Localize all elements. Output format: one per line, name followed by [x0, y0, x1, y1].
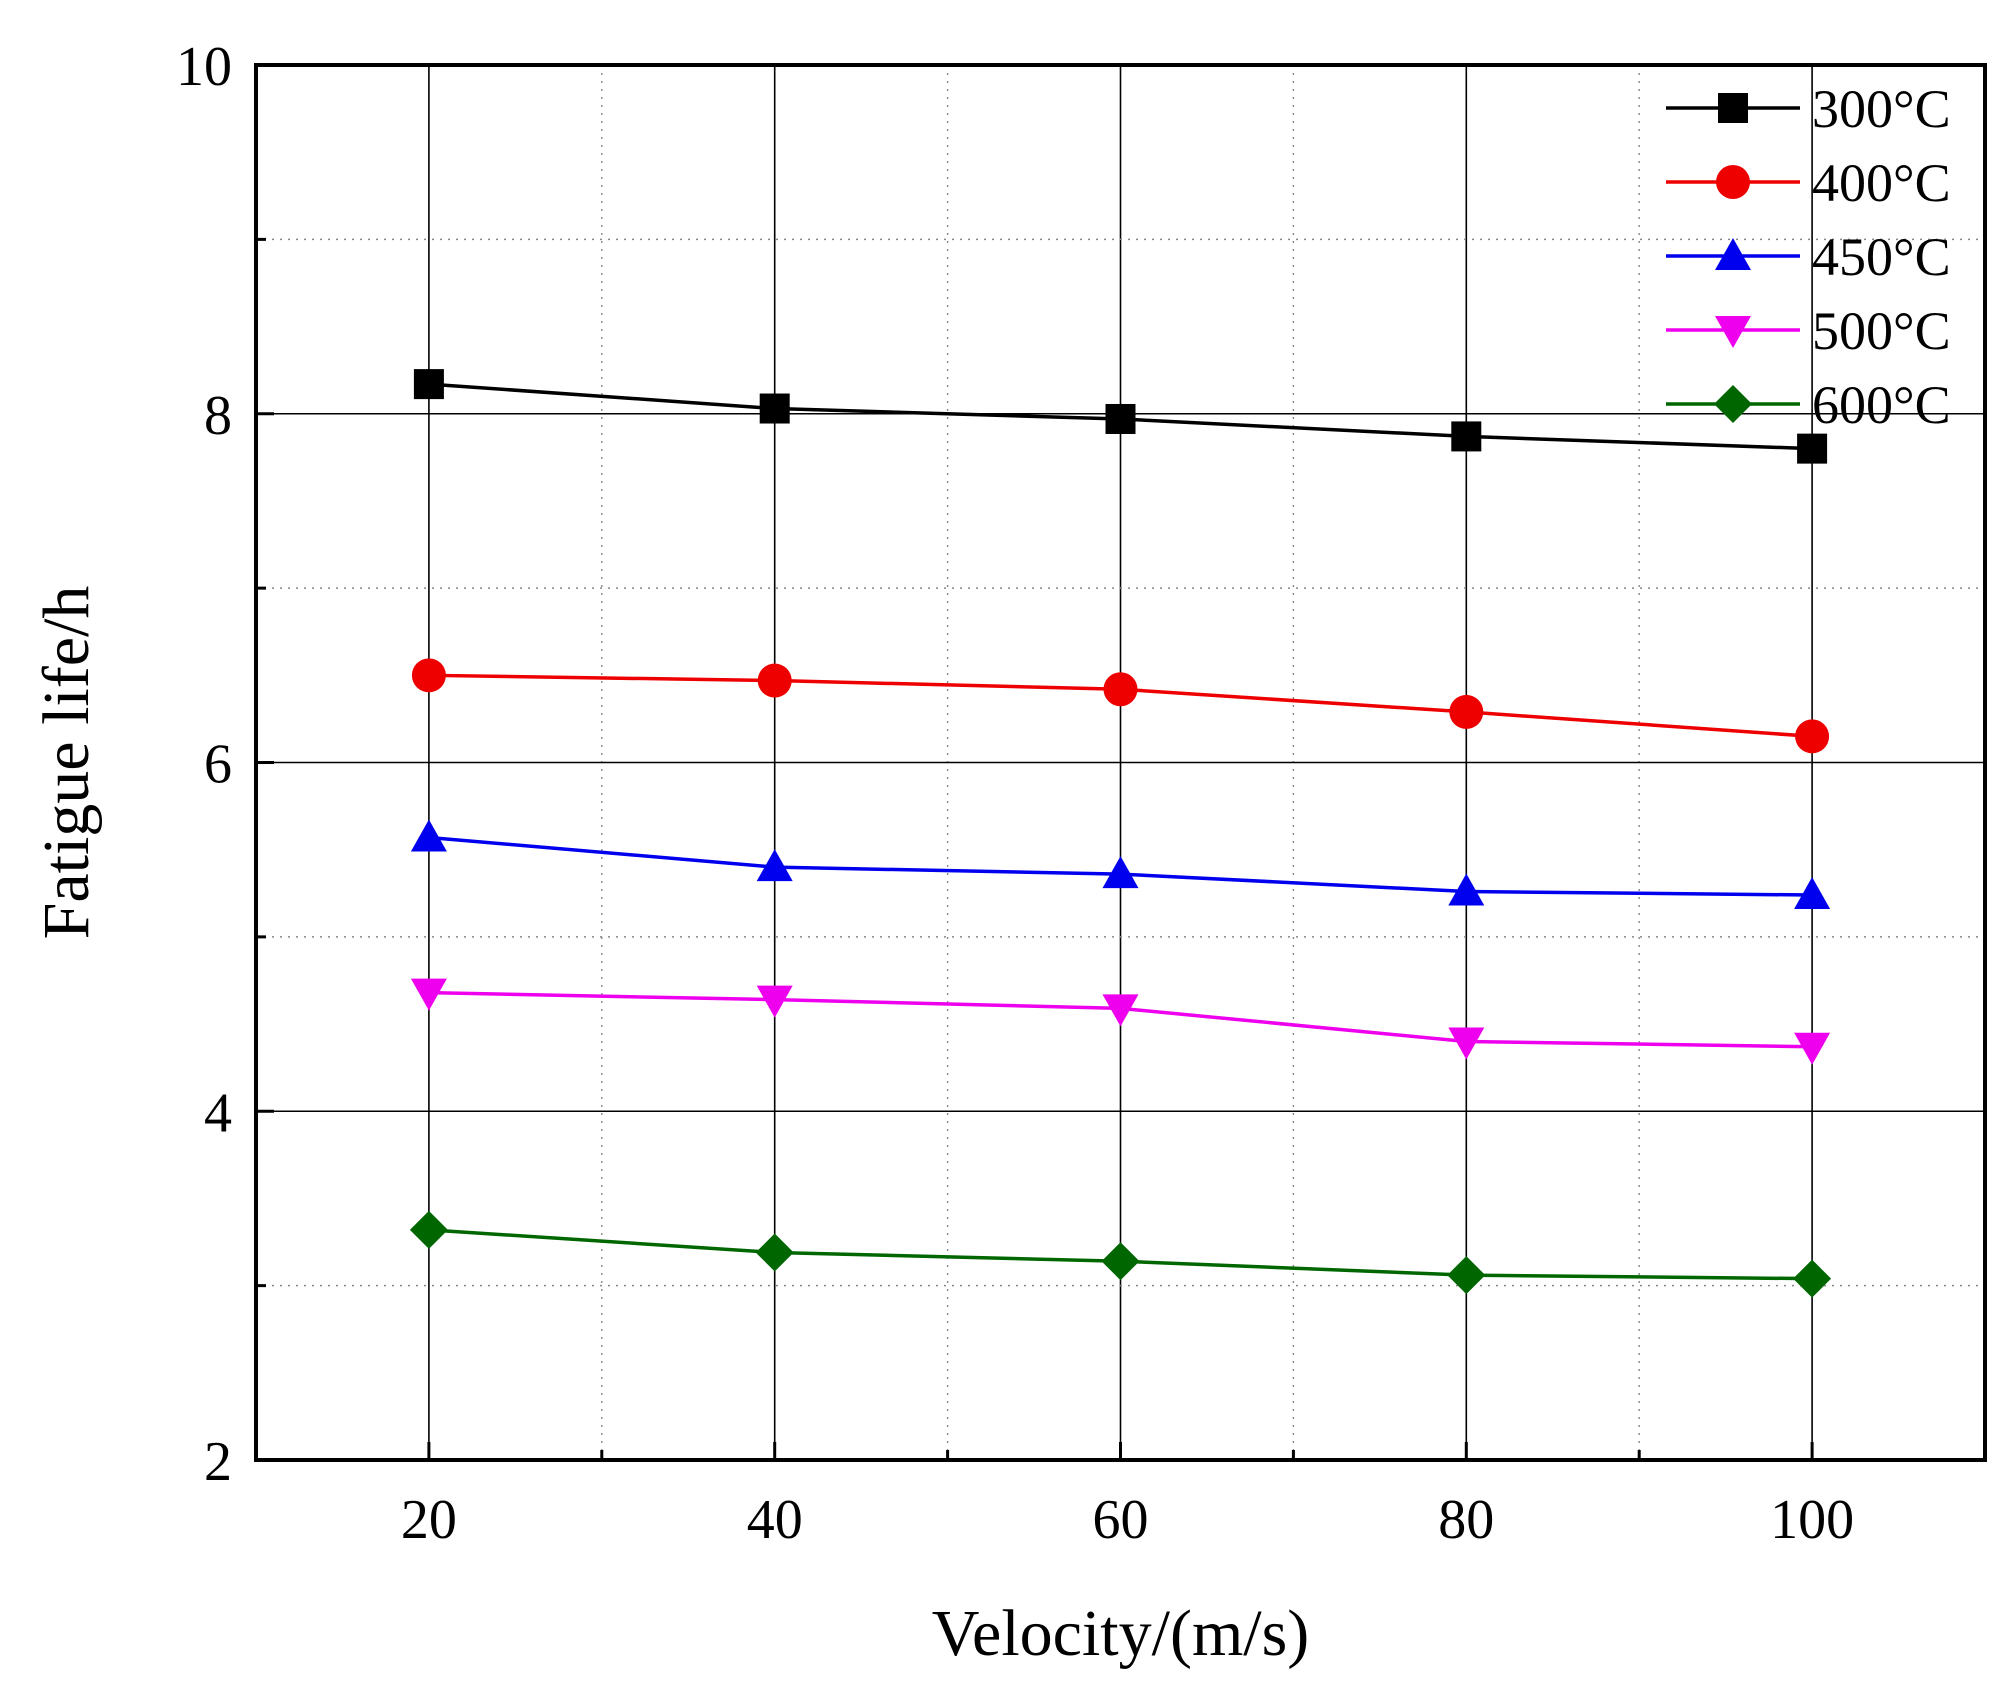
- data-point: [410, 819, 447, 852]
- x-tick-label: 40: [747, 1489, 803, 1551]
- data-point: [1103, 672, 1138, 707]
- legend-label: 400°C: [1812, 153, 1951, 213]
- x-tick-label: 20: [401, 1489, 457, 1551]
- x-tick-label: 60: [1093, 1489, 1149, 1551]
- data-point: [1105, 403, 1136, 434]
- data-point: [1793, 1259, 1832, 1298]
- legend-marker: [1714, 385, 1752, 423]
- x-tick-label: 100: [1770, 1489, 1854, 1551]
- data-point: [759, 393, 790, 424]
- legend-label: 450°C: [1812, 227, 1951, 287]
- x-axis-title: Velocity/(m/s): [932, 1597, 1310, 1670]
- x-tick-label: 80: [1438, 1489, 1494, 1551]
- y-axis-title: Fatigue life/h: [30, 586, 103, 940]
- legend-item: 300°C: [1666, 79, 1951, 139]
- data-point: [411, 658, 446, 693]
- legend-marker: [1715, 316, 1751, 348]
- legend-item: 500°C: [1666, 301, 1951, 361]
- data-point: [1102, 856, 1139, 889]
- data-point: [1447, 1256, 1486, 1295]
- data-point: [1448, 873, 1485, 906]
- series-1: [411, 658, 1830, 754]
- data-point: [1101, 1242, 1140, 1281]
- data-point: [409, 1210, 448, 1249]
- legend-label: 500°C: [1812, 301, 1951, 361]
- legend-marker: [1716, 165, 1750, 199]
- data-point: [1449, 694, 1484, 729]
- legend-item: 600°C: [1666, 375, 1951, 435]
- data-point: [755, 1233, 794, 1272]
- legend-item: 400°C: [1666, 153, 1951, 213]
- series-4: [409, 1210, 1832, 1298]
- tick-layer: 20 40 60 80 100 2 4 6 8 10: [176, 36, 1854, 1551]
- legend-marker: [1718, 93, 1748, 123]
- series-2: [410, 819, 1831, 910]
- data-point: [1448, 1027, 1485, 1060]
- y-tick-label: 4: [204, 1082, 232, 1144]
- legend-label: 300°C: [1812, 79, 1951, 139]
- data-point: [1797, 433, 1828, 464]
- legend: 300°C 400°C 450°C 500°C 600°C: [1666, 79, 1951, 435]
- legend-label: 600°C: [1812, 375, 1951, 435]
- data-point: [1794, 1032, 1831, 1065]
- y-tick-label: 8: [204, 385, 232, 447]
- data-point: [756, 985, 793, 1018]
- data-point: [1102, 994, 1139, 1027]
- data-point: [756, 849, 793, 882]
- data-point: [410, 978, 447, 1011]
- series-0: [413, 369, 1828, 464]
- series-layer: [409, 369, 1832, 1298]
- data-point: [1451, 421, 1482, 452]
- y-tick-label: 10: [176, 36, 232, 98]
- legend-marker: [1715, 238, 1751, 270]
- data-point: [413, 369, 444, 400]
- legend-item: 450°C: [1666, 227, 1951, 287]
- series-3: [410, 978, 1831, 1065]
- y-tick-label: 6: [204, 734, 232, 796]
- data-point: [1795, 719, 1830, 754]
- data-point: [1794, 877, 1831, 910]
- y-tick-label: 2: [204, 1431, 232, 1493]
- data-point: [757, 663, 792, 698]
